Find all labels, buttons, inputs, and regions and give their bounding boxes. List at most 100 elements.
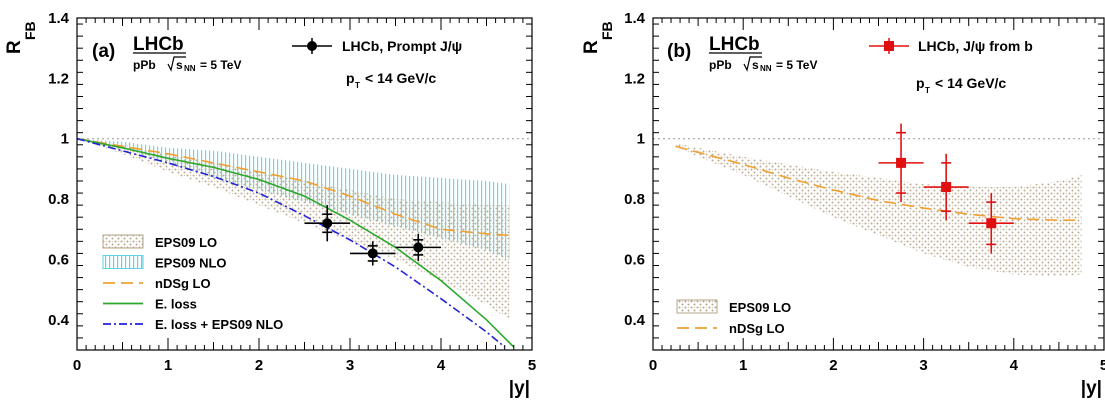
collision-label: pPb: [709, 58, 732, 72]
y-tick-label: 1.2: [624, 70, 645, 87]
panel-label-group: (b) LHCb pPb s NN = 5 TeV p T < 14 GeV/c: [667, 34, 1006, 95]
x-axis-label: |y|: [509, 378, 530, 398]
data-marker: [413, 242, 424, 253]
x-tick-label: 2: [255, 357, 263, 374]
y-tick-label: 0.8: [624, 191, 645, 208]
curve-e-loss-eps09-nlo: [76, 137, 506, 348]
data-point: [923, 153, 969, 221]
pt-sub: T: [355, 81, 360, 90]
experiment-label: LHCb: [133, 34, 184, 55]
x-tick-label: 1: [164, 357, 172, 374]
band-eps09-nlo: [77, 138, 510, 260]
panel-label-group: (a) LHCb pPb s NN = 5 TeV p T < 14 GeV/c: [92, 34, 436, 90]
x-axis-label: |y|: [1081, 378, 1102, 398]
y-tick-label: 0.4: [48, 312, 70, 329]
legend-data-marker: [884, 41, 894, 51]
x-tick-label: 2: [829, 357, 837, 374]
y-axis-label: R: [4, 40, 25, 54]
y-tick-label: 1: [637, 131, 645, 148]
sqrt-symbol: [743, 56, 762, 72]
legend-data-label: LHCb, J/ψ from b: [918, 38, 1033, 54]
energy-sub: NN: [760, 64, 772, 73]
y-tick-label: 1.4: [48, 10, 70, 27]
band-eps09-lo: [675, 143, 1082, 277]
panel-b: R FB 0 1 2 3 4 5 0.4 0.6 0.8 1 1.2 1.4 |y| (b) LHCb …: [581, 10, 1105, 399]
energy-label: = 5 TeV: [776, 58, 817, 72]
pt-label: p: [346, 70, 355, 86]
curve-ndsg-lo: [675, 145, 1082, 221]
legend-label: nDSg LO: [155, 276, 211, 291]
plot-area: 0 1 2 3 4 5 0.4 0.6 0.8 1 1.2 1.4 |y|: [48, 10, 536, 399]
y-axis-label: R: [581, 40, 602, 54]
model-legend: EPS09 LO EPS09 NLO nDSg LO E. loss E. loss +…: [102, 234, 283, 332]
energy-label: = 5 TeV: [200, 58, 241, 72]
legend-entry-eps09-lo: EPS09 LO: [102, 234, 217, 250]
pt-sub: T: [925, 86, 930, 95]
curve-ndsg-lo: [76, 137, 510, 237]
legend-entry-e-loss: E. loss: [103, 297, 197, 312]
y-tick-label: 0.6: [624, 251, 645, 268]
legend-label: EPS09 NLO: [155, 256, 227, 271]
legend-entry-eps09-lo: EPS09 LO: [676, 299, 791, 315]
pt-rest: < 14 GeV/c: [365, 70, 436, 86]
data-point: [878, 123, 924, 203]
data-point: [395, 233, 441, 261]
x-tick-label: 3: [919, 357, 927, 374]
y-axis-title: R FB: [581, 21, 615, 54]
y-tick-label: 1: [61, 131, 69, 148]
data-marker: [322, 218, 333, 229]
data-marker: [941, 182, 952, 193]
x-tick-label: 0: [649, 357, 657, 374]
legend-label: E. loss + EPS09 NLO: [155, 317, 283, 332]
x-tick-label: 1: [739, 357, 747, 374]
legend-swatch: [676, 299, 718, 314]
data-marker: [367, 248, 378, 259]
legend-data-marker: [307, 41, 317, 51]
x-tick-label: 3: [346, 357, 354, 374]
panel-a: R FB 0 1 2 3 4 5 0.4 0.6 0.8 1 1.2 1.4 |y| (a) LHCb …: [4, 10, 536, 399]
legend-label: EPS09 LO: [729, 300, 791, 315]
curve-e-loss: [76, 137, 515, 348]
pt-rest: < 14 GeV/c: [935, 75, 1006, 91]
y-tick-label: 0.6: [48, 251, 69, 268]
legend-swatch: [102, 234, 144, 249]
data-legend: LHCb, Prompt J/ψ: [292, 38, 462, 54]
y-axis-label-sub: FB: [22, 21, 38, 40]
data-marker: [986, 218, 997, 229]
x-tick-label: 5: [528, 357, 536, 374]
legend-label: E. loss: [155, 297, 197, 312]
legend-entry-eps09-nlo: EPS09 NLO: [102, 255, 227, 271]
energy-symbol: s: [752, 58, 759, 72]
legend-entry-e-loss-eps09-nlo: E. loss + EPS09 NLO: [103, 317, 283, 332]
plot-area: 0 1 2 3 4 5 0.4 0.6 0.8 1 1.2 1.4 |y|: [624, 10, 1105, 399]
data-legend: LHCb, J/ψ from b: [869, 38, 1033, 54]
legend-swatch: [102, 255, 144, 269]
data-point: [304, 205, 350, 242]
panel-label: (a): [92, 41, 115, 62]
x-tick-label: 4: [1010, 357, 1019, 374]
y-tick-label: 0.8: [48, 191, 69, 208]
y-axis-title: R FB: [4, 21, 38, 54]
model-legend: EPS09 LO nDSg LO: [676, 299, 791, 336]
panel-label: (b): [667, 41, 691, 62]
legend-label: nDSg LO: [729, 321, 785, 336]
legend-label: EPS09 LO: [155, 235, 217, 250]
x-tick-label: 0: [73, 357, 81, 374]
sqrt-symbol: [167, 56, 186, 72]
data-marker: [896, 157, 907, 168]
legend-data-label: LHCb, Prompt J/ψ: [342, 38, 462, 54]
collision-label: pPb: [133, 58, 156, 72]
energy-symbol: s: [176, 58, 183, 72]
y-tick-label: 1.4: [624, 10, 646, 27]
data-point: [968, 193, 1014, 254]
y-axis-label-sub: FB: [599, 21, 615, 40]
y-tick-label: 1.2: [48, 70, 69, 87]
data-point: [350, 241, 396, 266]
legend-entry-ndsg-lo: nDSg LO: [677, 321, 785, 336]
y-tick-label: 0.4: [624, 312, 646, 329]
legend-entry-ndsg-lo: nDSg LO: [103, 276, 211, 291]
energy-sub: NN: [184, 64, 196, 73]
pt-label: p: [916, 75, 925, 91]
